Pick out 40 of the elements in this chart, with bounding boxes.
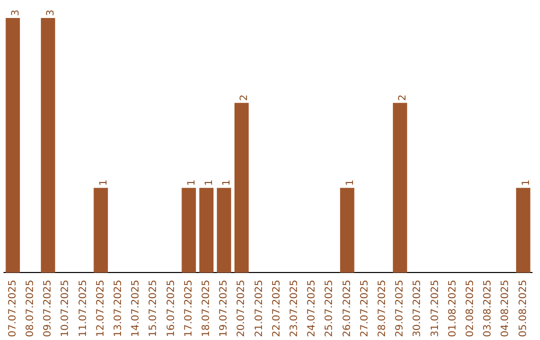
x-tick-label: 07.07.2025 bbox=[7, 280, 18, 338]
x-tick-label: 26.07.2025 bbox=[342, 280, 353, 338]
x-tick-label: 14.07.2025 bbox=[130, 280, 142, 338]
x-tick-label: 23.07.2025 bbox=[288, 280, 300, 338]
x-tick-label: 13.07.2025 bbox=[112, 280, 124, 338]
x-tick-label: 11.07.2025 bbox=[78, 280, 89, 338]
data-label: 1 bbox=[520, 179, 532, 186]
x-tick-label: 03.08.2025 bbox=[482, 280, 494, 338]
x-tick-label: 21.07.2025 bbox=[254, 280, 265, 338]
x-tick-label: 30.07.2025 bbox=[412, 280, 424, 338]
data-label: 1 bbox=[344, 179, 356, 186]
x-tick-label: 02.08.2025 bbox=[464, 280, 476, 338]
x-tick-label: 16.07.2025 bbox=[166, 280, 177, 338]
x-tick-label: 27.07.2025 bbox=[359, 280, 370, 338]
data-label: 1 bbox=[222, 179, 233, 186]
data-label: 1 bbox=[204, 179, 215, 186]
x-tick-label: 29.07.2025 bbox=[394, 280, 406, 338]
data-label: 3 bbox=[10, 10, 22, 16]
data-label: 2 bbox=[398, 94, 409, 101]
x-tick-label: 01.08.2025 bbox=[447, 280, 458, 338]
x-tick-label: 31.07.2025 bbox=[430, 280, 441, 338]
x-tick-label: 18.07.2025 bbox=[200, 280, 212, 338]
x-tick-label: 25.07.2025 bbox=[324, 280, 336, 338]
x-tick-label: 24.07.2025 bbox=[306, 280, 318, 338]
x-tick-label: 09.07.2025 bbox=[42, 280, 54, 338]
x-tick-label: 10.07.2025 bbox=[60, 280, 72, 338]
x-tick-label: 04.08.2025 bbox=[500, 280, 512, 338]
x-tick-label: 17.07.2025 bbox=[183, 280, 194, 338]
x-tick-label: 15.07.2025 bbox=[148, 280, 160, 338]
x-tick-label: 08.07.2025 bbox=[24, 280, 36, 338]
x-tick-label: 19.07.2025 bbox=[218, 280, 230, 338]
x-tick-label: 12.07.2025 bbox=[95, 280, 106, 338]
x-tick-label: 05.08.2025 bbox=[518, 280, 529, 338]
data-label: 1 bbox=[186, 179, 198, 186]
data-label: 3 bbox=[46, 10, 57, 16]
data-label: 1 bbox=[98, 179, 110, 186]
x-tick-label: 28.07.2025 bbox=[376, 280, 388, 338]
x-tick-label: 22.07.2025 bbox=[271, 280, 282, 338]
data-label: 2 bbox=[239, 94, 250, 101]
x-tick-label: 20.07.2025 bbox=[236, 280, 248, 338]
